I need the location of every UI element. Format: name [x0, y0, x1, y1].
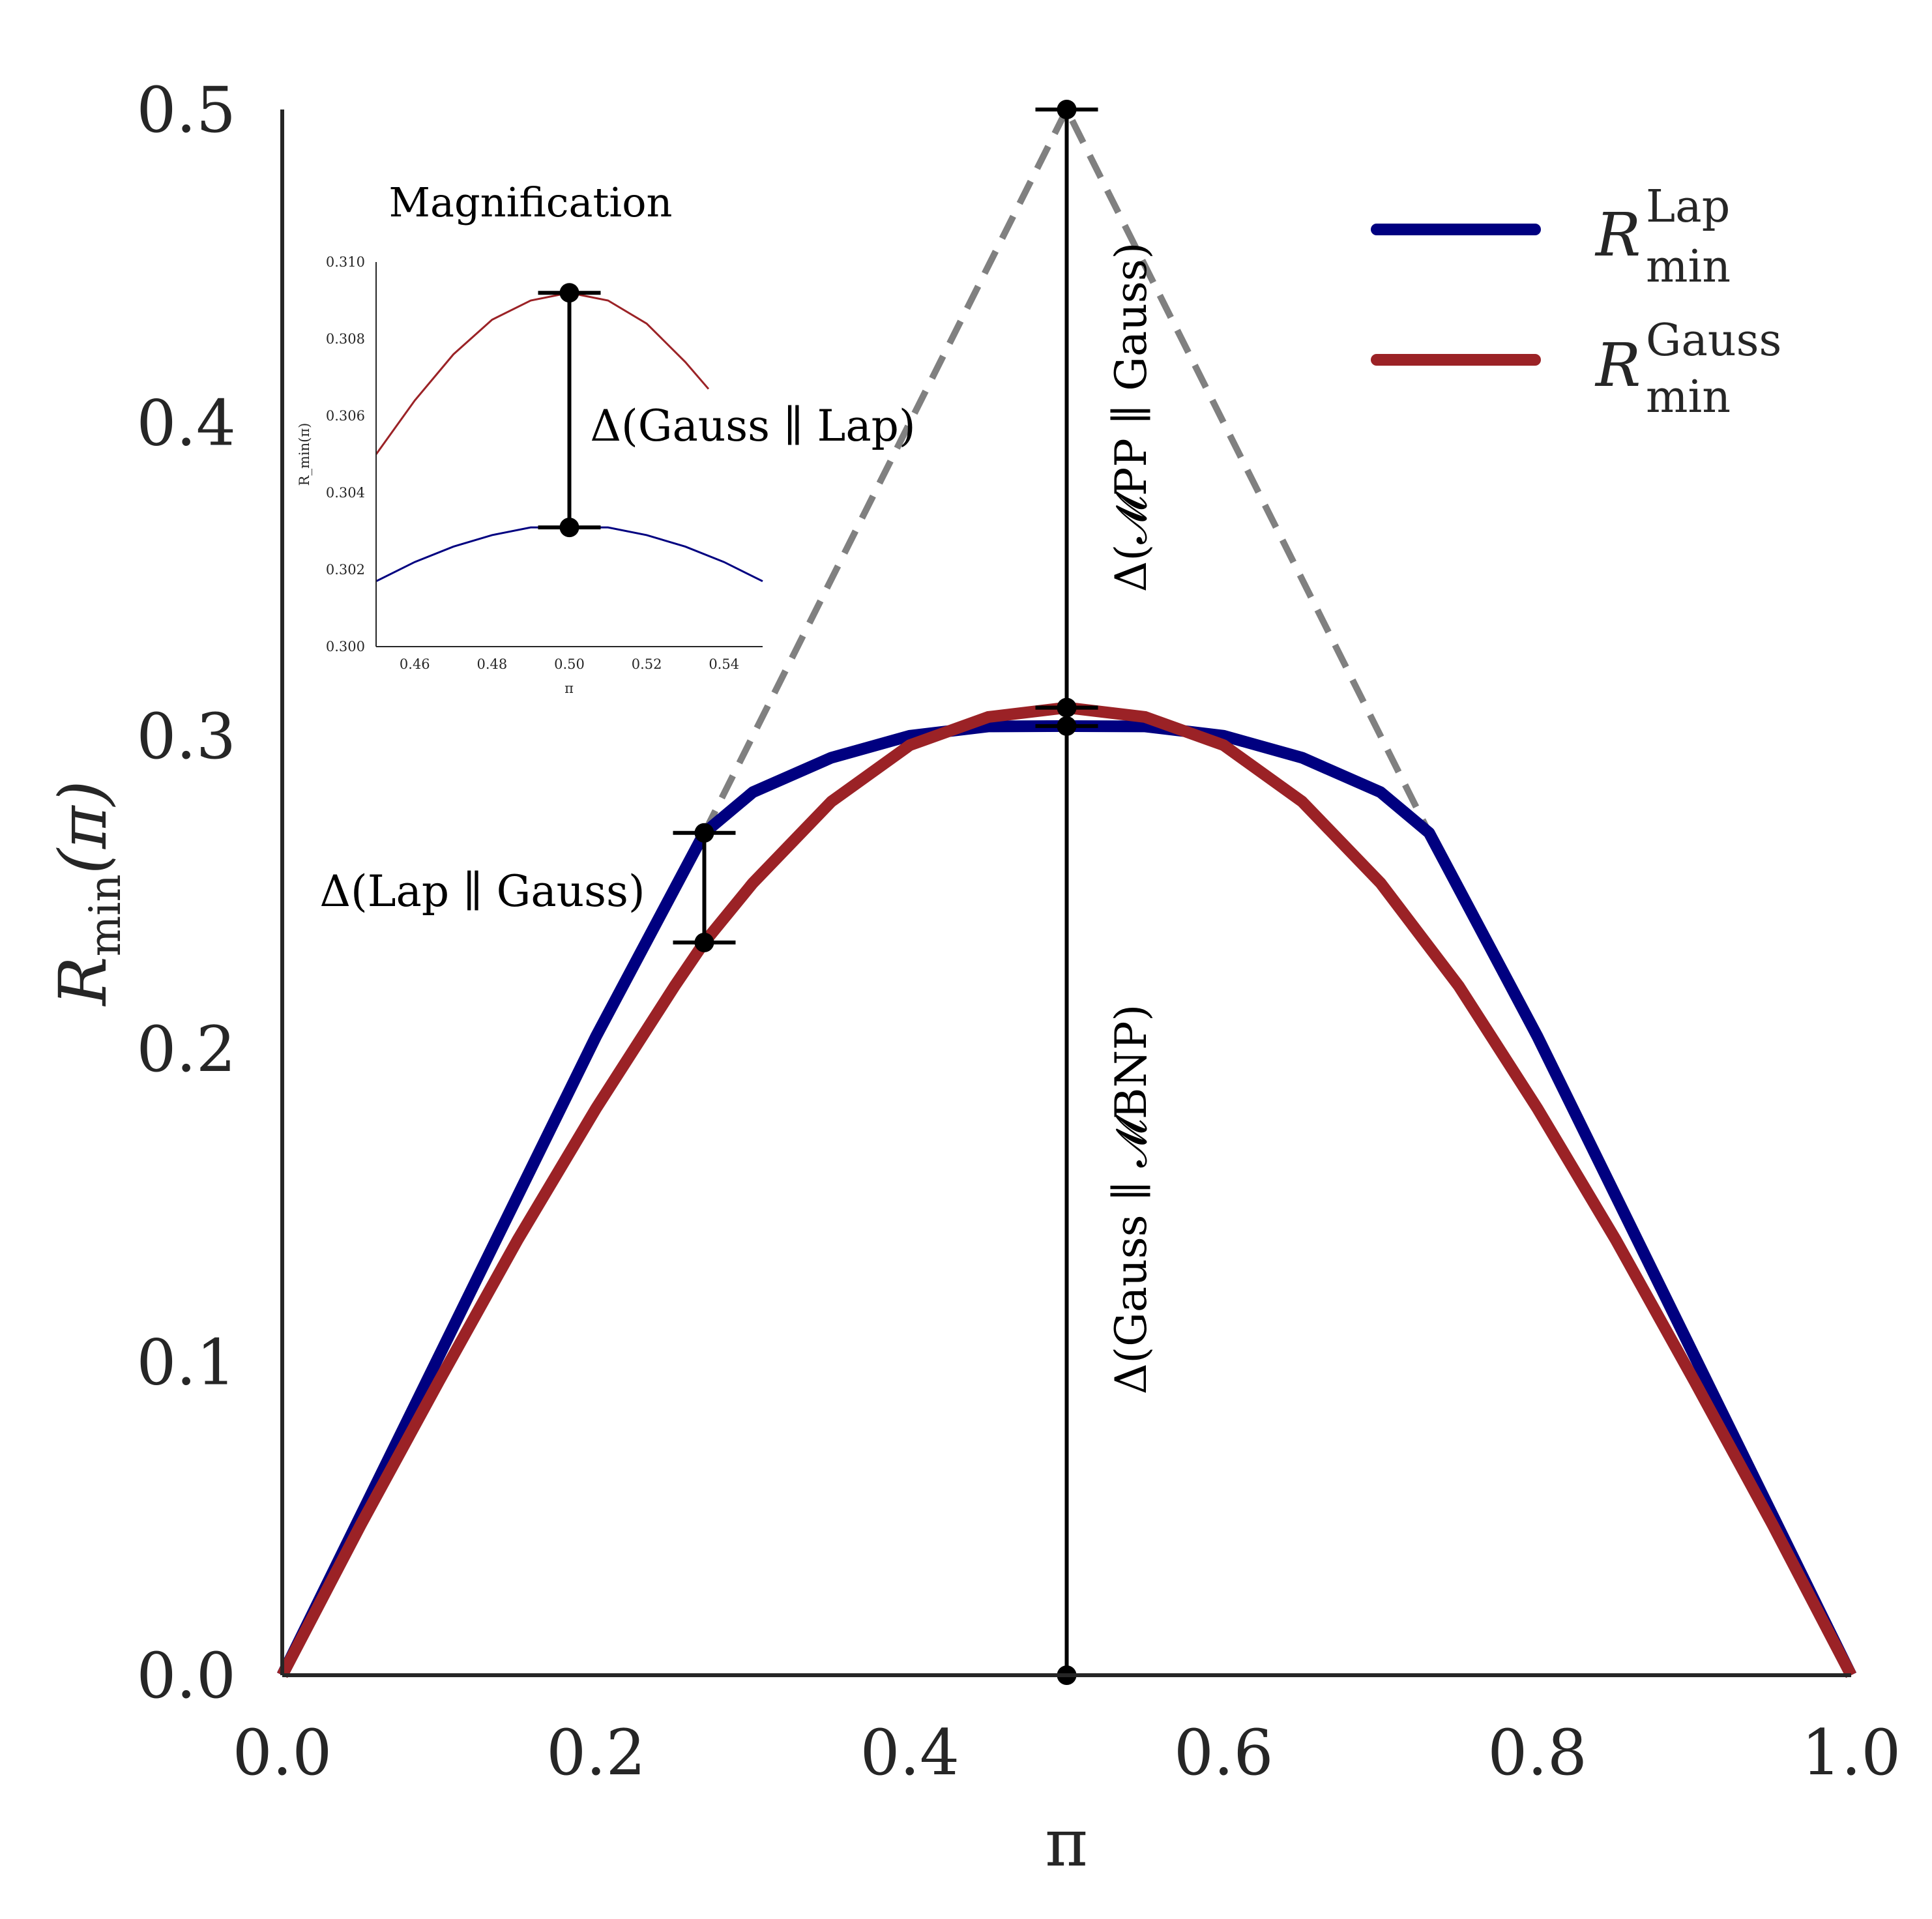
x-tick-labels: 0.0 0.2 0.4 0.6 0.8 1.0: [233, 1716, 1901, 1789]
bracket-lap-gauss-dot-0: [694, 823, 714, 843]
inset-series-line-gauss: [375, 291, 710, 455]
legend-label-gauss-sub: min: [1646, 372, 1731, 423]
inset-bracket-dot-0: [559, 283, 579, 303]
inset-y-tick-label-0: 0.300: [326, 639, 365, 654]
legend-label-lap: R: [1594, 200, 1641, 270]
x-tick-label-3: 0.6: [1174, 1716, 1274, 1789]
legend-label-lap-sub: min: [1646, 241, 1731, 293]
inset-x-axis-label: π: [564, 681, 574, 696]
inset-y-tick-label-5: 0.310: [326, 254, 365, 270]
inset-annotation-gauss-lap: Δ(Gauss ∥ Lap): [590, 401, 915, 451]
inset-y-tick-label-4: 0.308: [326, 331, 365, 347]
inset-bracket-dot-1: [559, 518, 579, 538]
inset-x-tick-labels: 0.46 0.48 0.50 0.52 0.54: [400, 656, 739, 672]
inset-title: Magnification: [389, 179, 673, 226]
y-axis-label-base: R: [45, 956, 121, 1006]
annotation-gauss-bnp: Δ(Gauss ∥ 𝓜BNP): [1106, 1004, 1156, 1395]
y-axis-label-sub: min: [80, 874, 130, 956]
bracket-peak-dot-lap: [1057, 716, 1077, 736]
legend-label-gauss-sup: Gauss: [1646, 315, 1781, 366]
y-axis-label: Rmin(π): [45, 780, 130, 1006]
y-tick-label-0: 0.0: [136, 1639, 236, 1712]
y-tick-label-1: 0.1: [136, 1326, 236, 1399]
bayes-envelope-line: [701, 102, 1432, 834]
x-tick-label-4: 0.8: [1487, 1716, 1587, 1789]
y-tick-label-4: 0.4: [136, 387, 236, 460]
x-tick-label-2: 0.4: [860, 1716, 959, 1789]
inset-y-axis-label: R_min(π): [297, 423, 312, 486]
inset-x-tick-label-2: 0.50: [554, 656, 585, 672]
inset-x-tick-label-4: 0.54: [709, 656, 739, 672]
bracket-lap-gauss-dot-1: [694, 932, 714, 952]
bayes-envelope-layer: [701, 102, 1432, 834]
series-line-gauss: [277, 701, 1856, 1678]
inset-y-tick-labels: 0.300 0.302 0.304 0.306 0.308 0.310: [326, 254, 365, 654]
legend: R Lap min R Gauss min: [1371, 181, 1781, 423]
inset-annotation-layer: Δ(Gauss ∥ Lap): [538, 283, 916, 538]
inset-y-tick-label-2: 0.304: [326, 485, 365, 501]
y-axis-label-arg: (π): [45, 780, 121, 874]
annotation-lap-gauss: Δ(Lap ∥ Gauss): [319, 866, 645, 916]
inset-x-tick-label-1: 0.48: [477, 656, 508, 672]
annotation-pp-gauss: Δ(𝓜PP ∥ Gauss): [1106, 242, 1156, 593]
y-tick-label-2: 0.2: [136, 1013, 236, 1086]
bracket-pp-gauss-dot-1: [1057, 697, 1077, 718]
legend-label-lap-sup: Lap: [1646, 181, 1730, 233]
bracket-pp-gauss-dot-0: [1057, 100, 1077, 119]
inset-x-tick-label-3: 0.52: [632, 656, 662, 672]
inset-magnification: Magnification Δ(Gauss ∥ Lap) 0.46 0.48 0.5…: [297, 179, 916, 696]
y-tick-label-3: 0.3: [136, 700, 236, 773]
x-tick-label-5: 1.0: [1802, 1716, 1901, 1789]
x-tick-label-1: 0.2: [546, 1716, 646, 1789]
x-tick-label-0: 0.0: [233, 1716, 332, 1789]
x-axis-label: π: [1045, 1805, 1088, 1881]
inset-y-tick-label-3: 0.306: [326, 408, 365, 424]
y-tick-label-5: 0.5: [136, 74, 236, 147]
inset-y-tick-label-1: 0.302: [326, 562, 365, 578]
inset-x-tick-label-0: 0.46: [400, 656, 430, 672]
svg-text:Rmin(π): Rmin(π): [45, 780, 130, 1006]
legend-label-gauss: R: [1594, 330, 1641, 400]
y-tick-labels: 0.0 0.1 0.2 0.3 0.4 0.5: [136, 74, 236, 1712]
